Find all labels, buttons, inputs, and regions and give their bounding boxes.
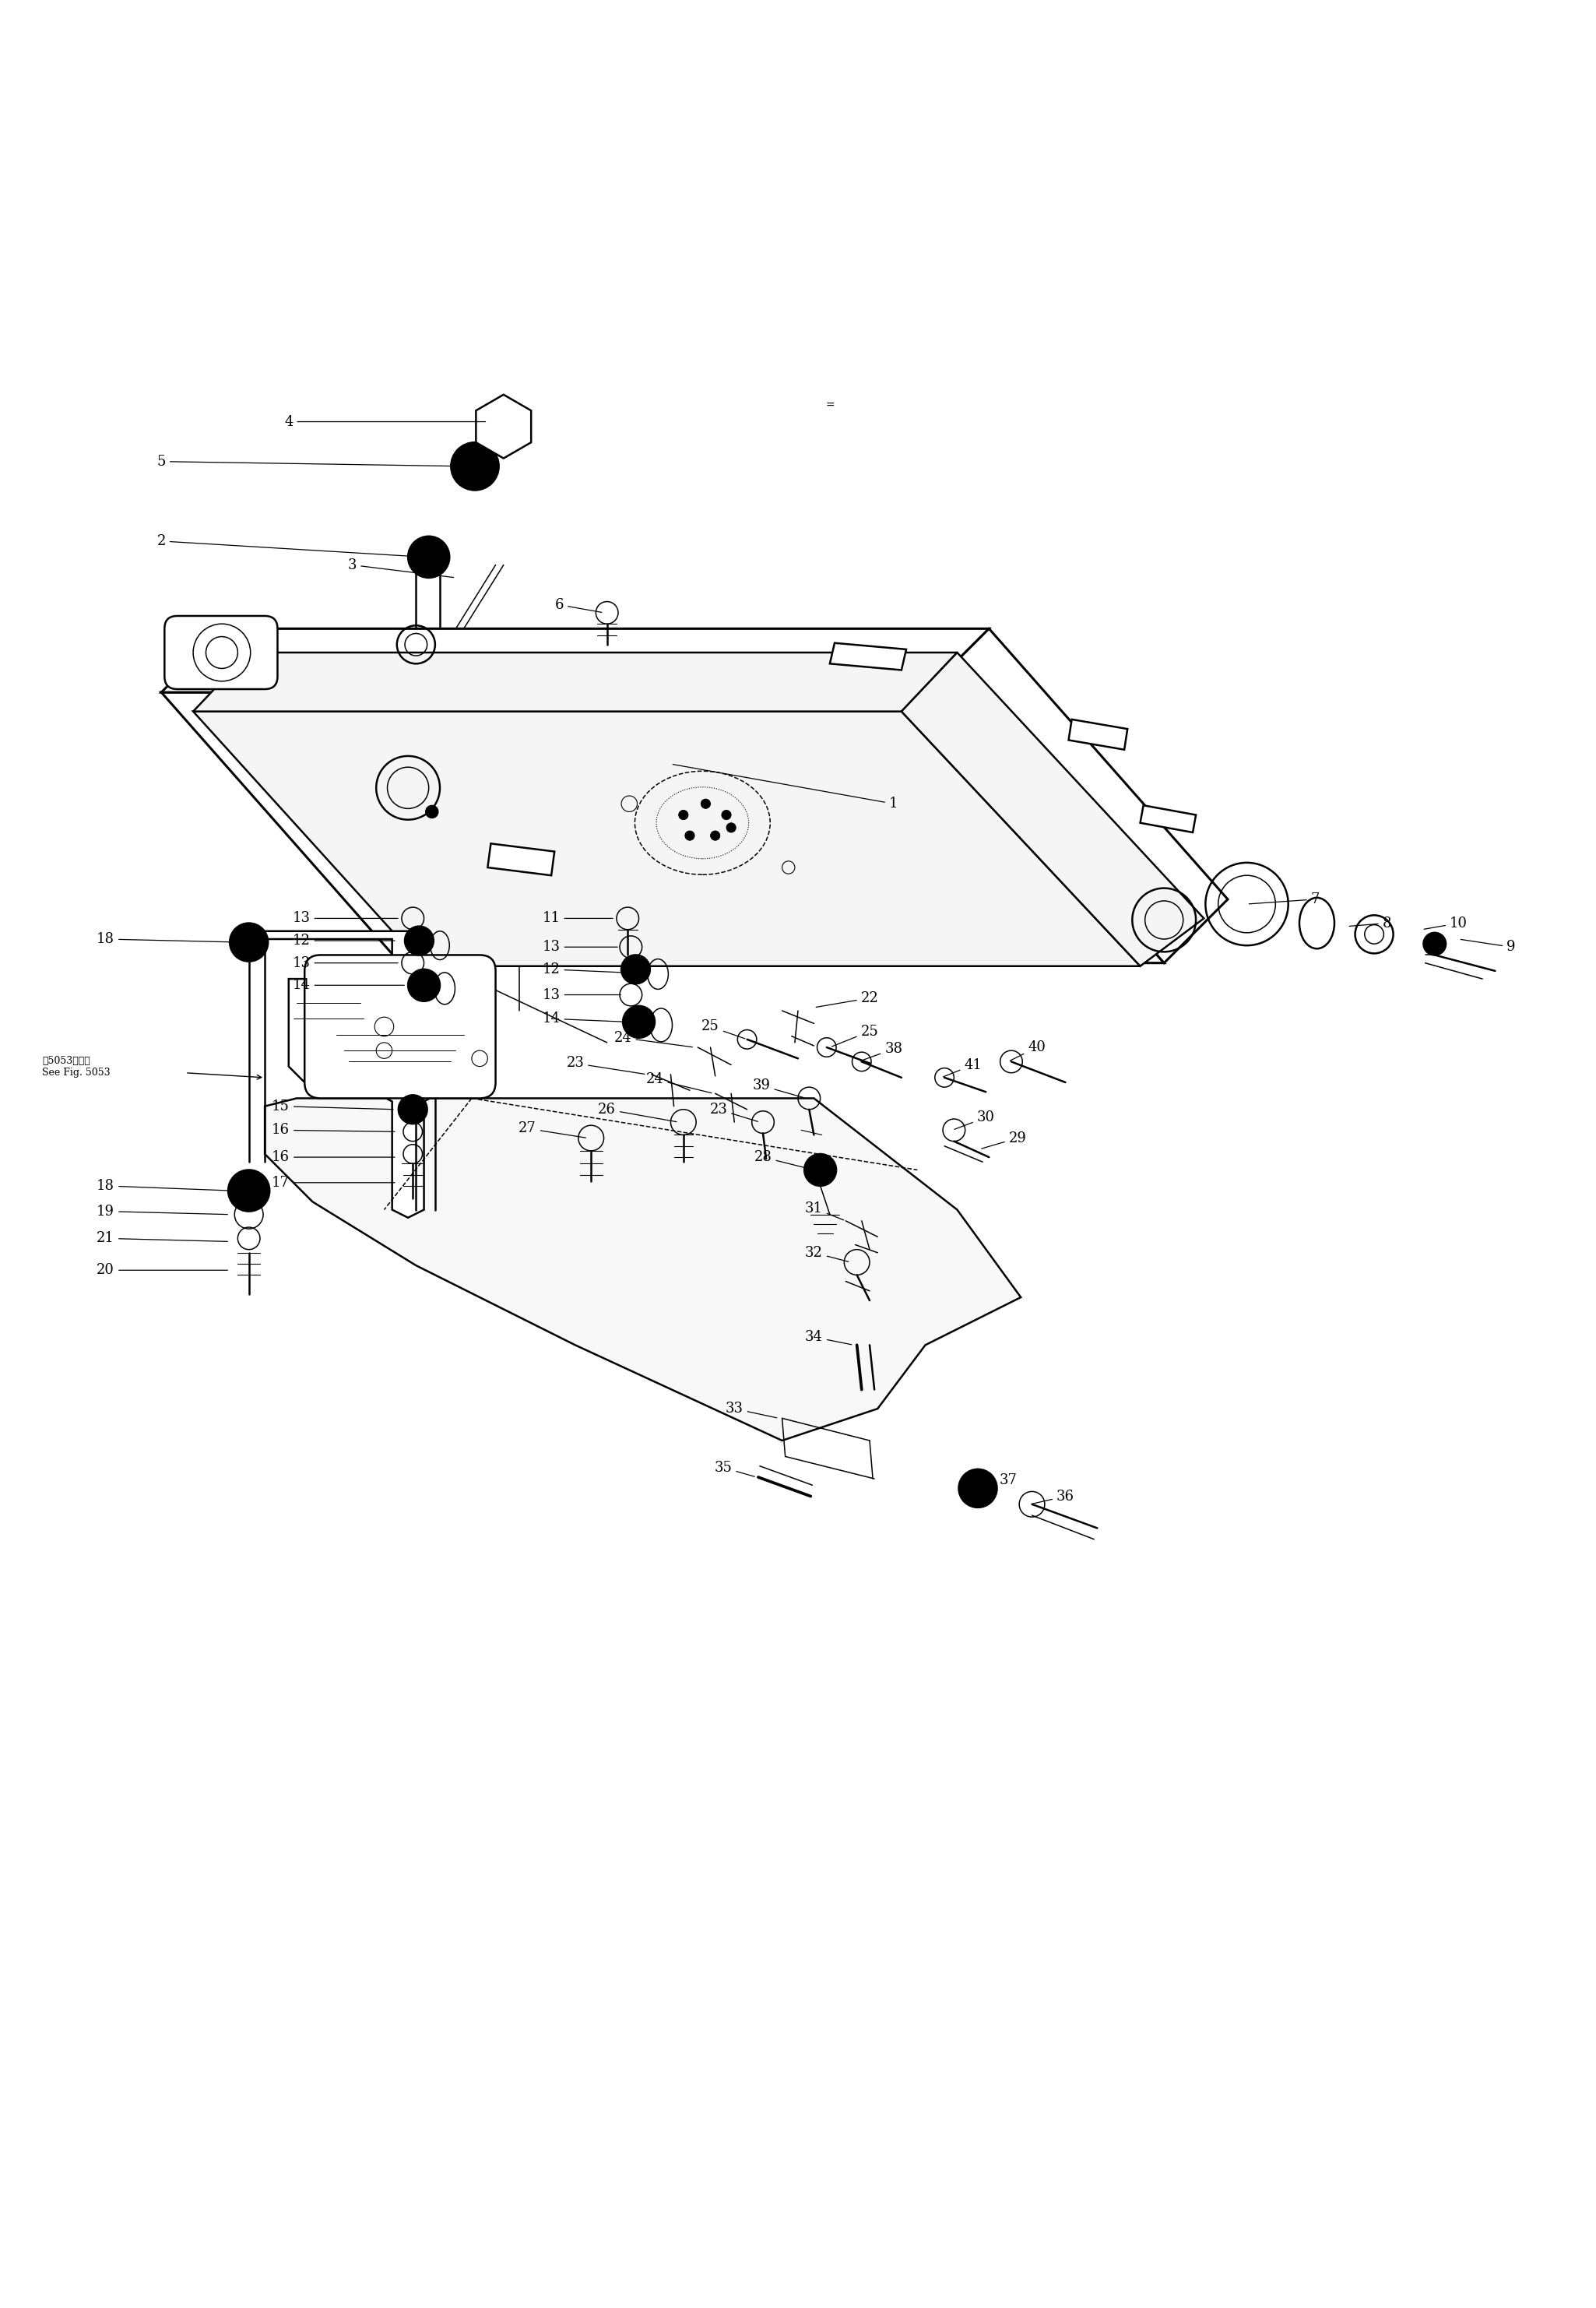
Circle shape: [804, 1154, 836, 1186]
Text: 8: 8: [1349, 916, 1392, 930]
Text: 17: 17: [271, 1175, 394, 1189]
Text: 6: 6: [555, 598, 602, 612]
Text: 26: 26: [598, 1103, 677, 1122]
Text: 39: 39: [752, 1078, 804, 1099]
Polygon shape: [830, 644, 907, 669]
Text: 13: 13: [292, 956, 397, 969]
Circle shape: [701, 799, 710, 808]
Text: 27: 27: [519, 1122, 586, 1138]
Text: 16: 16: [271, 1149, 394, 1163]
Text: 29: 29: [982, 1131, 1026, 1149]
Circle shape: [685, 831, 694, 840]
Text: =: =: [825, 399, 835, 411]
Text: 1: 1: [674, 764, 899, 810]
Polygon shape: [488, 842, 554, 875]
Text: 35: 35: [715, 1461, 755, 1477]
Text: 12: 12: [543, 962, 621, 976]
Circle shape: [399, 1094, 428, 1124]
Text: 40: 40: [1010, 1041, 1045, 1062]
Polygon shape: [161, 692, 1163, 962]
Text: 13: 13: [292, 912, 397, 926]
Text: 24: 24: [646, 1073, 712, 1094]
Text: 32: 32: [804, 1246, 849, 1262]
Text: 33: 33: [725, 1401, 777, 1417]
Text: 2: 2: [156, 533, 421, 556]
Text: 第5053図参照
See Fig. 5053: 第5053図参照 See Fig. 5053: [41, 1055, 110, 1078]
Circle shape: [710, 831, 720, 840]
Text: 38: 38: [860, 1041, 902, 1062]
Text: 41: 41: [943, 1057, 982, 1078]
Text: 9: 9: [1460, 939, 1516, 953]
Circle shape: [678, 810, 688, 819]
Text: 11: 11: [543, 912, 613, 926]
Circle shape: [230, 923, 268, 962]
FancyBboxPatch shape: [305, 956, 496, 1099]
Text: 5: 5: [156, 455, 461, 469]
Text: 13: 13: [543, 939, 618, 953]
Circle shape: [721, 810, 731, 819]
Polygon shape: [265, 1099, 1021, 1440]
Polygon shape: [193, 653, 958, 711]
Polygon shape: [249, 930, 445, 1219]
Text: 15: 15: [271, 1099, 393, 1112]
Polygon shape: [902, 653, 1203, 967]
Circle shape: [1424, 932, 1446, 956]
Text: 18: 18: [97, 932, 239, 946]
Text: 30: 30: [954, 1110, 994, 1129]
Circle shape: [726, 824, 736, 833]
Text: 18: 18: [97, 1179, 228, 1193]
Text: 25: 25: [832, 1025, 878, 1046]
Circle shape: [405, 926, 434, 956]
Text: 31: 31: [804, 1200, 844, 1221]
Text: 14: 14: [543, 1011, 624, 1025]
Circle shape: [621, 956, 650, 983]
Text: 3: 3: [348, 559, 453, 577]
Text: 20: 20: [97, 1262, 228, 1276]
Polygon shape: [161, 628, 990, 692]
Text: 37: 37: [980, 1473, 1017, 1489]
Polygon shape: [476, 395, 531, 459]
Text: 13: 13: [543, 988, 621, 1002]
Text: 21: 21: [97, 1232, 228, 1246]
Text: 10: 10: [1424, 916, 1467, 930]
Circle shape: [959, 1470, 998, 1507]
Circle shape: [409, 969, 440, 1002]
Polygon shape: [1140, 805, 1195, 833]
Text: 34: 34: [804, 1329, 852, 1346]
Circle shape: [622, 1006, 654, 1039]
Text: 25: 25: [702, 1020, 745, 1039]
Text: 14: 14: [292, 979, 404, 992]
Text: 23: 23: [710, 1103, 758, 1122]
Text: 22: 22: [816, 990, 878, 1006]
FancyBboxPatch shape: [164, 616, 278, 690]
Text: 16: 16: [271, 1124, 394, 1138]
Text: 19: 19: [97, 1205, 228, 1219]
Text: 7: 7: [1250, 893, 1320, 907]
Polygon shape: [289, 979, 369, 1089]
Text: 24: 24: [614, 1032, 693, 1048]
Polygon shape: [193, 711, 1140, 967]
Text: 12: 12: [292, 935, 394, 949]
Text: 36: 36: [1033, 1489, 1074, 1505]
Polygon shape: [926, 628, 1227, 962]
Text: 4: 4: [284, 415, 485, 429]
Text: 28: 28: [753, 1149, 812, 1170]
Polygon shape: [1069, 720, 1127, 750]
Circle shape: [452, 443, 500, 489]
Text: 23: 23: [567, 1057, 645, 1073]
Circle shape: [426, 805, 439, 817]
Circle shape: [228, 1170, 270, 1212]
Circle shape: [409, 535, 450, 577]
